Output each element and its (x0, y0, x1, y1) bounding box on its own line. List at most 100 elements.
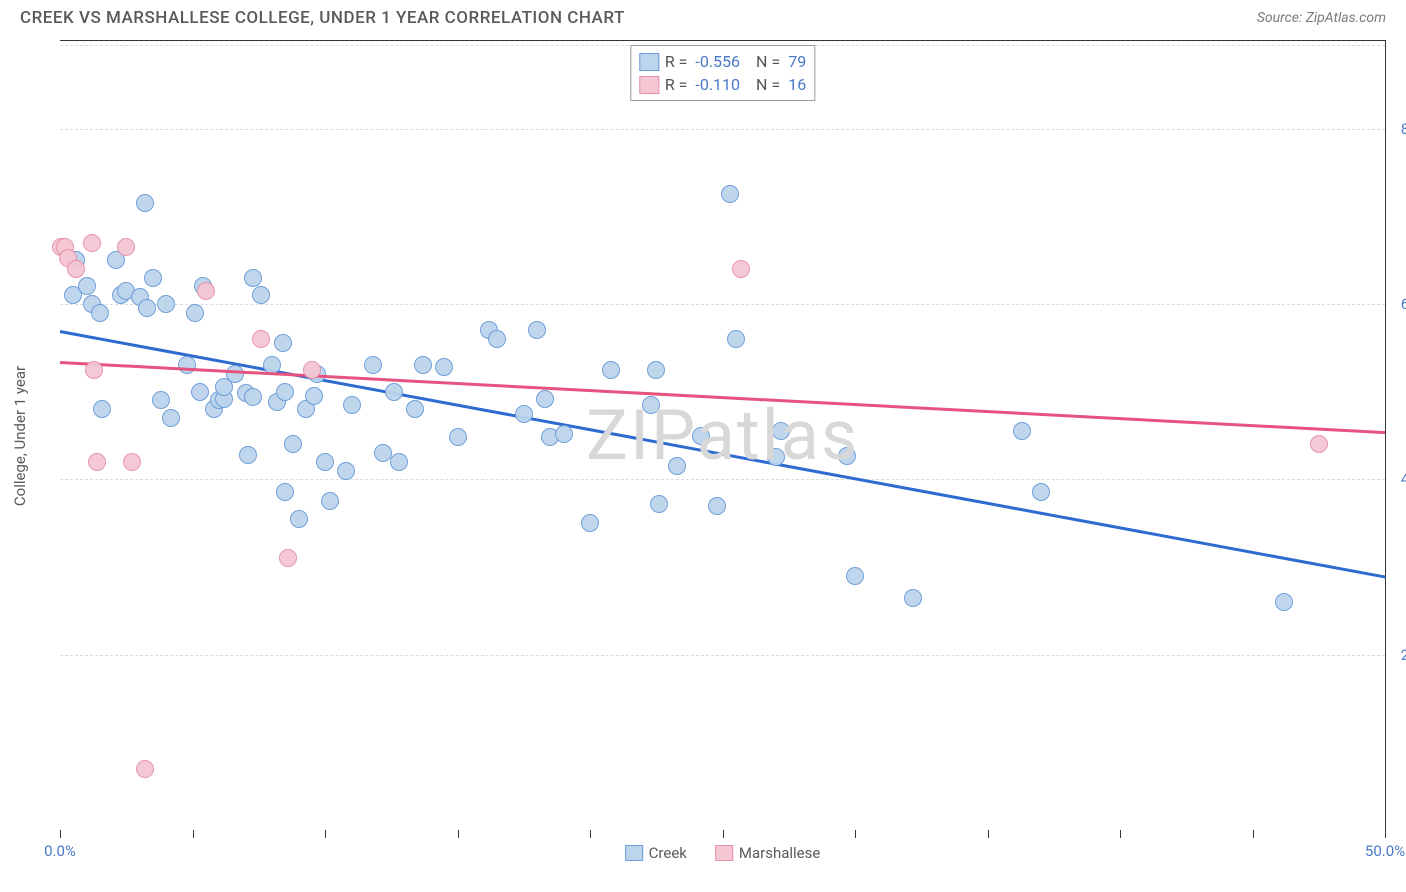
x-tick (325, 830, 326, 838)
data-point (85, 361, 103, 379)
data-point (305, 387, 323, 405)
data-point (83, 234, 101, 252)
data-point (274, 334, 292, 352)
legend-n-value: 16 (788, 75, 806, 94)
data-point (186, 304, 204, 322)
data-point (91, 304, 109, 322)
data-point (581, 514, 599, 532)
gridline (60, 655, 1385, 656)
x-tick (855, 830, 856, 838)
data-point (239, 446, 257, 464)
gridline (60, 304, 1385, 305)
data-point (178, 356, 196, 374)
legend-item: Marshallese (715, 844, 820, 862)
regression-line (60, 330, 1385, 578)
legend-swatch (639, 53, 659, 71)
data-point (276, 483, 294, 501)
y-tick-label: 80.0% (1401, 120, 1406, 138)
x-tick-label: 0.0% (44, 842, 76, 860)
data-point (157, 295, 175, 313)
legend-n-label: N = (756, 52, 780, 71)
legend-label: Creek (649, 844, 687, 862)
gridline (60, 479, 1385, 480)
legend-n-value: 79 (788, 52, 806, 71)
x-tick (1120, 830, 1121, 838)
x-tick (723, 830, 724, 838)
data-point (642, 396, 660, 414)
data-point (136, 194, 154, 212)
legend-row: R =-0.556N =79 (639, 50, 806, 73)
data-point (488, 330, 506, 348)
legend-row: R = -0.110 N = 16 (639, 73, 806, 96)
series-legend: Creek Marshallese (625, 844, 821, 862)
data-point (226, 365, 244, 383)
data-point (78, 277, 96, 295)
data-point (1310, 435, 1328, 453)
data-point (708, 497, 726, 515)
data-point (123, 453, 141, 471)
data-point (650, 495, 668, 513)
legend-swatch (715, 845, 733, 861)
data-point (1013, 422, 1031, 440)
data-point (197, 282, 215, 300)
data-point (321, 492, 339, 510)
x-tick (590, 830, 591, 838)
data-point (515, 405, 533, 423)
data-point (406, 400, 424, 418)
data-point (284, 435, 302, 453)
x-tick (458, 830, 459, 838)
data-point (668, 457, 686, 475)
data-point (343, 396, 361, 414)
data-point (772, 422, 790, 440)
data-point (838, 447, 856, 465)
data-point (276, 383, 294, 401)
data-point (364, 356, 382, 374)
correlation-legend: R =-0.556N =79R =-0.110N =16 (630, 45, 815, 101)
y-tick-label: 60.0% (1401, 295, 1406, 313)
legend-n-label: N = (756, 75, 780, 94)
data-point (144, 269, 162, 287)
data-point (1275, 593, 1293, 611)
data-point (904, 589, 922, 607)
data-point (435, 358, 453, 376)
data-point (303, 361, 321, 379)
data-point (93, 400, 111, 418)
data-point (692, 427, 710, 445)
source-attribution: Source: ZipAtlas.com (1257, 10, 1386, 26)
data-point (449, 428, 467, 446)
data-point (1032, 483, 1050, 501)
x-tick (193, 830, 194, 838)
x-tick (60, 830, 61, 838)
data-point (252, 330, 270, 348)
data-point (727, 330, 745, 348)
x-tick-label: 50.0% (1365, 842, 1405, 860)
x-tick (1253, 830, 1254, 838)
data-point (767, 448, 785, 466)
data-point (244, 388, 262, 406)
legend-r-label: R = (665, 75, 688, 94)
data-point (390, 453, 408, 471)
data-point (732, 260, 750, 278)
y-tick-label: 20.0% (1401, 646, 1406, 664)
data-point (67, 260, 85, 278)
data-point (647, 361, 665, 379)
chart-title: CREEK VS MARSHALLESE COLLEGE, UNDER 1 YE… (20, 8, 625, 28)
data-point (138, 299, 156, 317)
data-point (136, 760, 154, 778)
legend-swatch (625, 845, 643, 861)
data-point (316, 453, 334, 471)
legend-r-label: R = (665, 52, 688, 71)
data-point (88, 453, 106, 471)
data-point (414, 356, 432, 374)
correlation-scatter-chart: College, Under 1 year ZIPatlas 20.0%40.0… (60, 40, 1386, 830)
legend-r-value: -0.110 (695, 75, 740, 94)
data-point (191, 383, 209, 401)
legend-label: Marshallese (739, 844, 820, 862)
data-point (528, 321, 546, 339)
gridline (60, 129, 1385, 130)
data-point (721, 185, 739, 203)
data-point (555, 425, 573, 443)
y-tick-label: 40.0% (1401, 470, 1406, 488)
x-tick (1385, 830, 1386, 838)
data-point (536, 390, 554, 408)
